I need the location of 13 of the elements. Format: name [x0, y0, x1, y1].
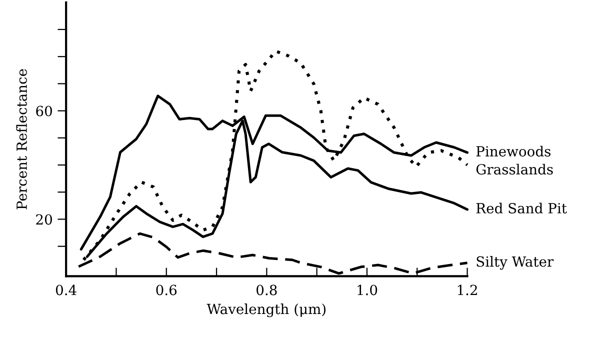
y-tick-label: 60	[36, 106, 52, 116]
x-tick-label: 0.8	[256, 284, 277, 296]
y-axis-title: Percent Reflectance	[16, 69, 27, 210]
x-tick-label: 1.0	[358, 284, 378, 296]
series-label: Grasslands	[476, 164, 553, 175]
series-label: Red Sand Pit	[476, 202, 567, 214]
x-tick-label: 0.6	[156, 284, 177, 296]
x-tick-label: 0.4	[56, 284, 76, 296]
series-label: Silty Water	[476, 256, 554, 270]
x-axis-title: Wavelength (μm)	[206, 303, 326, 318]
y-tick-label: 20	[36, 214, 52, 225]
x-tick-label: 1.2	[458, 284, 477, 296]
series-label: Pinewoods	[476, 146, 550, 157]
